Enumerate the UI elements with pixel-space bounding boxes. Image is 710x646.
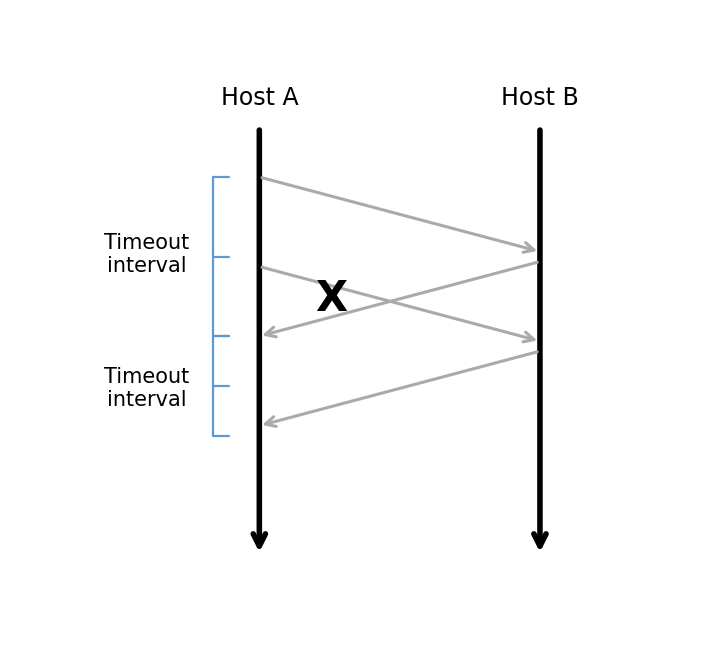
Text: Host B: Host B (501, 86, 579, 110)
Text: Timeout
interval: Timeout interval (104, 233, 189, 276)
Text: X: X (315, 278, 347, 320)
Text: Timeout
interval: Timeout interval (104, 367, 189, 410)
Text: Host A: Host A (221, 86, 298, 110)
